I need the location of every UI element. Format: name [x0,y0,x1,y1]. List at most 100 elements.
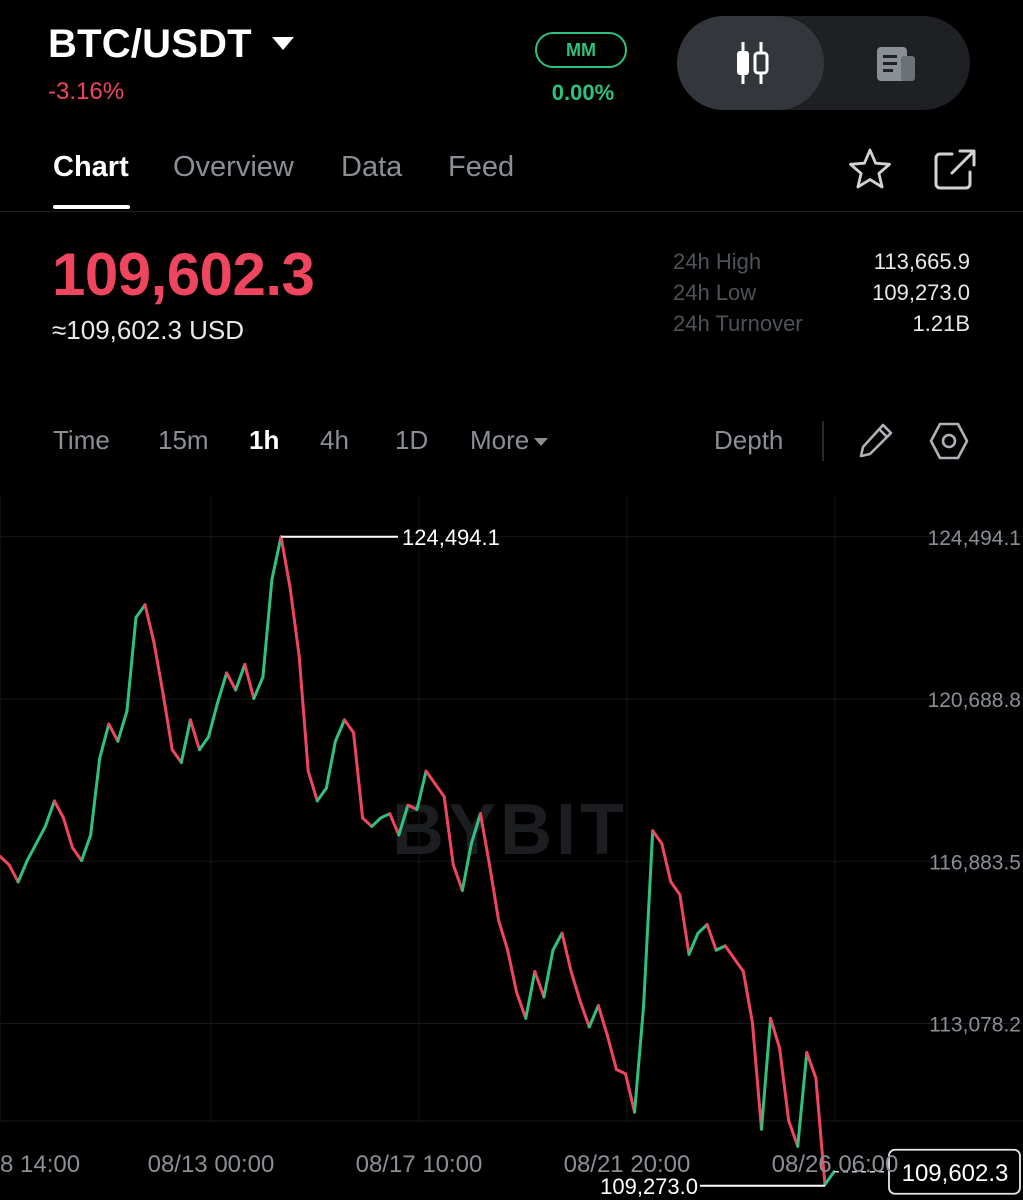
price-segment [750,1021,763,1131]
price-segment [25,842,38,863]
depth-button[interactable]: Depth [714,425,784,455]
price-series [0,535,836,1187]
last-price-tag [888,1148,1021,1195]
tab-overview[interactable]: Overview [173,151,294,183]
price-segment [261,577,274,679]
price-segment [524,969,537,1020]
interval-more[interactable]: More [470,425,549,456]
price-chart[interactable]: BYBIT 124,494.1 109,273.0 109,602.3 124,49… [0,496,1023,1200]
price-segment [252,675,265,701]
price-segment [578,999,591,1029]
price-segment [0,854,11,867]
tab-feed[interactable]: Feed [448,151,515,183]
price-segment [315,786,328,803]
price-segment [34,824,47,846]
price-segment [551,931,564,952]
interval-more-label: More [470,425,530,455]
document-icon[interactable] [875,44,917,84]
price-segment [796,1050,809,1148]
tab-chart[interactable]: Chart [53,151,129,183]
price-segment [814,1076,827,1187]
tab-data[interactable]: Data [341,151,403,183]
price-segment [442,795,455,867]
price-segment [406,803,419,811]
mm-badge[interactable]: MM [535,32,627,68]
price-segment [642,829,655,1008]
price-change-percent: -3.16% [48,78,125,105]
stat-label-24h-turnover: 24h Turnover [673,311,803,336]
price-segment [542,948,555,999]
low-marker-label: 109,273.0 [600,1174,698,1199]
pair-dropdown-icon[interactable] [272,37,294,50]
chart-grid [0,496,1023,1122]
price-segment [197,735,210,752]
price-segment [633,1004,646,1114]
tabs-divider [0,211,1023,212]
price-segment [125,616,138,713]
x-tick-label: 08/17 10:00 [356,1151,483,1178]
price-segment [469,812,482,846]
price-segment [669,880,682,897]
y-axis-labels: 124,494.1 120,688.8 116,883.5 113,078.2 [928,527,1021,1037]
stat-value-24h-high: 113,665.9 [873,249,970,274]
trading-pair-title[interactable]: BTC/USDT [48,22,252,66]
price-segment [769,1016,782,1050]
interval-1d[interactable]: 1D [395,425,429,455]
interval-4h[interactable]: 4h [320,425,349,455]
price-segment [696,923,709,935]
price-segment [297,654,310,773]
price-segment [179,718,192,765]
price-segment [270,535,283,581]
price-segment [569,969,582,1003]
price-segment [98,722,111,760]
interval-1h[interactable]: 1h [249,425,280,455]
mm-value: 0.00% [551,80,615,105]
price-segment [451,863,464,892]
price-segment [741,969,754,1025]
price-segment [460,842,473,892]
share-icon[interactable] [930,146,978,194]
price-segment [361,816,374,828]
view-toggle[interactable] [677,16,970,110]
usd-equivalent-price: ≈109,602.3 USD [52,315,245,345]
star-icon[interactable] [846,146,894,194]
chart-annotations: 124,494.1 109,273.0 109,602.3 [281,525,1021,1199]
price-segment [188,718,201,752]
price-segment [596,1004,609,1037]
price-segment [324,739,337,790]
settings-hex-icon[interactable] [928,420,970,462]
interval-15m[interactable]: 15m [158,425,209,455]
x-tick-label: 8 14:00 [0,1151,80,1178]
price-segment [43,799,56,828]
chart-view-segment[interactable] [677,16,824,110]
interval-time[interactable]: Time [53,425,110,455]
price-segment [116,709,129,743]
price-segment [134,603,147,620]
x-tick-label: 08/26 06:00 [772,1151,899,1178]
active-tab-indicator [53,205,130,209]
price-segment [823,1170,836,1187]
price-segment [424,769,437,786]
price-segment [660,842,673,884]
price-segment [515,991,528,1020]
price-segment [732,957,745,973]
price-segment [107,722,120,743]
x-tick-label: 08/21 20:00 [564,1151,691,1178]
price-segment [778,1046,791,1123]
price-segment [587,1004,600,1029]
price-segment [234,662,247,692]
price-segment [433,782,446,799]
price-segment [207,701,220,739]
price-segment [170,748,183,765]
price-segment [605,1033,618,1072]
pencil-icon[interactable] [856,420,896,460]
high-marker-label: 124,494.1 [402,525,500,550]
x-tick-label: 08/13 00:00 [148,1151,275,1178]
price-segment [279,535,292,590]
price-segment [216,671,229,705]
price-segment [497,918,510,952]
y-tick-label: 116,883.5 [929,851,1021,874]
stat-label-24h-low: 24h Low [673,280,757,305]
stat-label-24h-high: 24h High [673,249,762,274]
price-segment [288,586,301,658]
